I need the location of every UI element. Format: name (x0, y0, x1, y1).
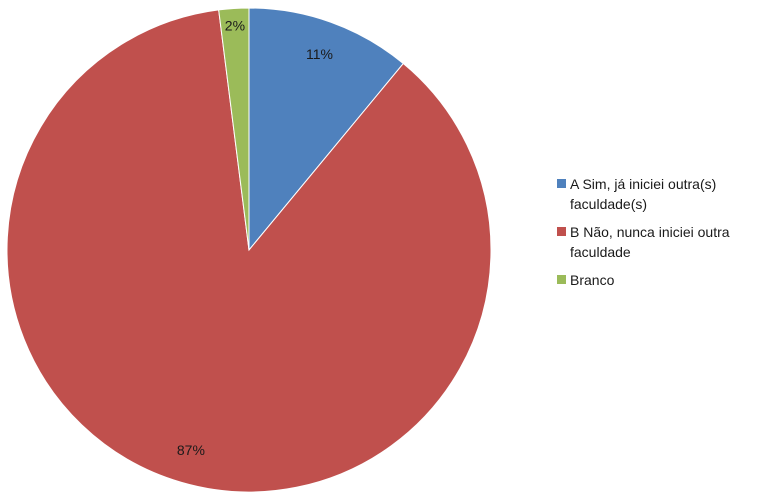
legend-label-sim: A Sim, já iniciei outra(s) faculdade(s) (570, 176, 717, 212)
legend-label-nao: B Não, nunca iniciei outra faculdade (570, 224, 730, 260)
pie-slice-nao (6, 9, 492, 492)
legend-swatch-sim (557, 179, 566, 188)
data-label-nao: 87% (177, 442, 205, 458)
chart-legend: A Sim, já iniciei outra(s) faculdade(s) … (557, 174, 767, 298)
legend-swatch-nao (557, 227, 566, 236)
legend-item-branco: Branco (557, 270, 767, 290)
pie-slice-branco (218, 7, 250, 251)
data-label-branco: 2% (225, 17, 245, 33)
pie-slice-sim (248, 7, 404, 252)
legend-item-nao: B Não, nunca iniciei outra faculdade (557, 222, 767, 262)
legend-item-sim: A Sim, já iniciei outra(s) faculdade(s) (557, 174, 767, 214)
legend-label-branco: Branco (570, 272, 615, 288)
legend-swatch-branco (557, 275, 566, 284)
data-label-sim: 11% (306, 46, 333, 62)
